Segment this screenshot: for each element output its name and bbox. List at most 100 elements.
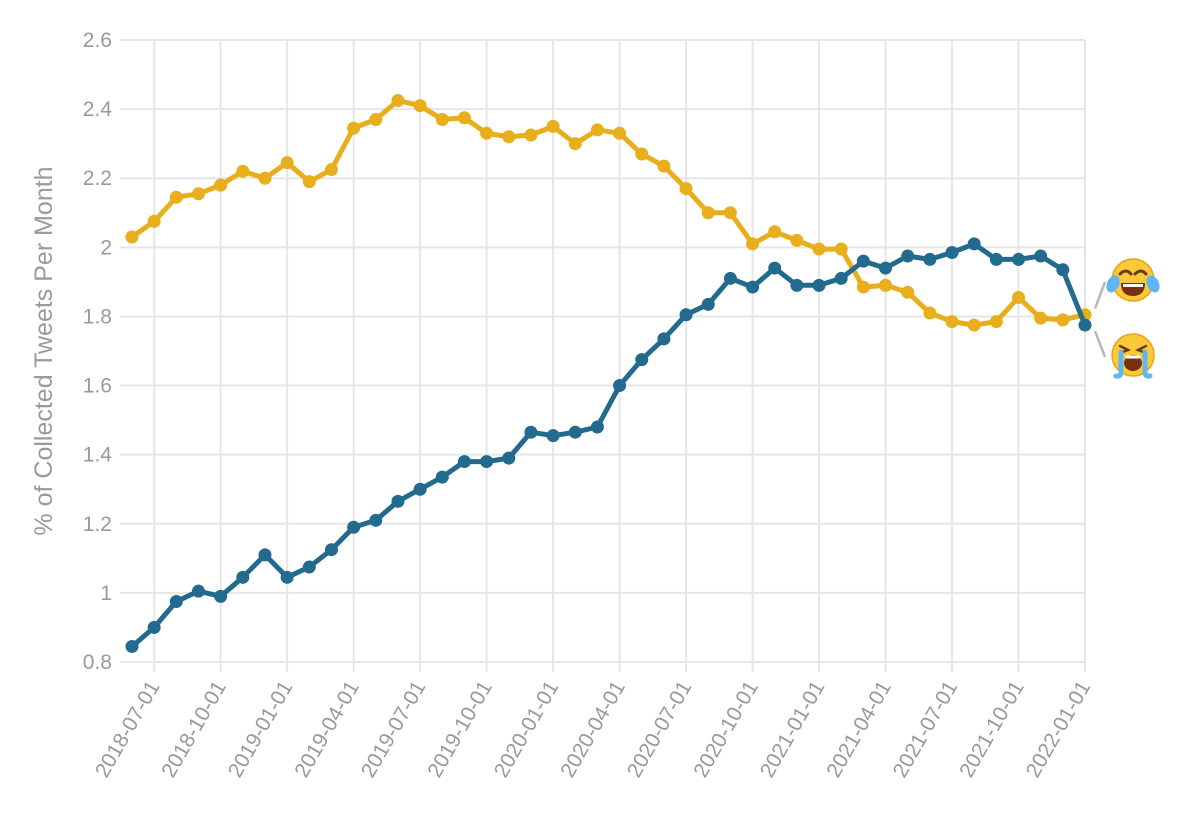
x-tick-label: 2019-04-01: [290, 677, 364, 782]
y-tick-label: 1: [100, 582, 112, 605]
data-point: [635, 353, 649, 367]
data-point: [1012, 290, 1026, 304]
data-point: [524, 128, 538, 142]
data-point: [435, 112, 449, 126]
data-point: [768, 261, 782, 275]
y-tick-label: 2.2: [83, 167, 112, 190]
data-point: [236, 164, 250, 178]
data-point: [790, 233, 804, 247]
series-1: [125, 237, 1092, 653]
data-point: [1012, 252, 1026, 266]
leader-line: [1093, 330, 1107, 358]
grid-lines: [120, 39, 1086, 672]
x-tick-label: 2020-07-01: [623, 677, 697, 782]
data-point: [1056, 313, 1070, 327]
data-point: [989, 252, 1003, 266]
data-point: [324, 163, 338, 177]
data-point: [347, 121, 361, 135]
data-point: [413, 99, 427, 113]
data-point: [834, 271, 848, 285]
data-point: [280, 570, 294, 584]
data-point: [191, 187, 205, 201]
data-point: [302, 175, 316, 189]
data-point: [923, 306, 937, 320]
data-point: [502, 451, 516, 465]
data-point: [391, 494, 405, 508]
y-tick-label: 0.8: [83, 651, 112, 674]
data-point: [746, 237, 760, 251]
x-tick-label: 2019-10-01: [423, 677, 497, 782]
series-line: [129, 241, 1088, 649]
y-tick-label: 1.4: [83, 444, 113, 467]
data-point: [369, 112, 383, 126]
data-point: [723, 206, 737, 220]
data-point: [457, 111, 471, 125]
data-point: [125, 230, 139, 244]
x-tick-label: 2019-01-01: [224, 677, 298, 782]
data-point: [457, 455, 471, 469]
y-tick-label: 1.8: [83, 305, 112, 328]
data-point: [502, 130, 516, 144]
loudly-crying-face-emoji: [1111, 333, 1155, 379]
data-point: [413, 482, 427, 496]
data-point: [169, 190, 183, 204]
data-point: [147, 214, 161, 228]
data-point: [546, 119, 560, 133]
data-point: [480, 455, 494, 469]
data-point: [945, 315, 959, 329]
data-point: [856, 280, 870, 294]
data-point: [369, 513, 383, 527]
data-point: [635, 147, 649, 161]
leader-line: [1093, 281, 1107, 310]
y-tick-label: 1.2: [83, 513, 112, 536]
data-point: [879, 261, 893, 275]
x-tick-label: 2021-04-01: [822, 677, 896, 782]
data-point: [679, 182, 693, 196]
data-point: [347, 520, 361, 534]
data-point: [480, 126, 494, 140]
data-point: [568, 137, 582, 151]
data-point: [191, 584, 205, 598]
data-point: [812, 242, 826, 256]
data-point: [923, 252, 937, 266]
data-point: [125, 639, 139, 653]
data-point: [856, 254, 870, 268]
data-point: [236, 570, 250, 584]
data-point: [790, 278, 804, 292]
data-point: [967, 237, 981, 251]
data-point: [679, 308, 693, 322]
data-point: [391, 93, 405, 107]
series-lines: [125, 93, 1092, 653]
data-point: [280, 156, 294, 170]
y-axis-title: % of Collected Tweets Per Month: [30, 166, 58, 535]
x-tick-label: 2020-01-01: [490, 677, 564, 782]
data-point: [746, 280, 760, 294]
data-point: [613, 126, 627, 140]
data-point: [1056, 263, 1070, 277]
data-point: [1034, 249, 1048, 263]
x-tick-label: 2020-04-01: [556, 677, 630, 782]
data-point: [834, 242, 848, 256]
data-point: [568, 425, 582, 439]
data-point: [768, 225, 782, 239]
y-tick-label: 2.6: [83, 29, 112, 52]
series-line: [129, 98, 1088, 328]
data-point: [812, 278, 826, 292]
data-point: [169, 595, 183, 609]
x-tick-label: 2019-07-01: [357, 677, 431, 782]
data-point: [324, 543, 338, 557]
data-point: [258, 548, 272, 562]
data-point: [967, 318, 981, 332]
data-point: [147, 620, 161, 634]
x-tick-labels: 2018-07-012018-10-012019-01-012019-04-01…: [91, 677, 1095, 782]
data-point: [945, 246, 959, 260]
face-with-tears-of-joy-emoji: [1106, 258, 1160, 302]
data-point: [879, 278, 893, 292]
x-tick-label: 2018-10-01: [157, 677, 231, 782]
data-point: [214, 589, 228, 603]
data-point: [701, 297, 715, 311]
data-point: [657, 159, 671, 173]
data-point: [546, 429, 560, 443]
y-tick-label: 2: [100, 236, 112, 259]
